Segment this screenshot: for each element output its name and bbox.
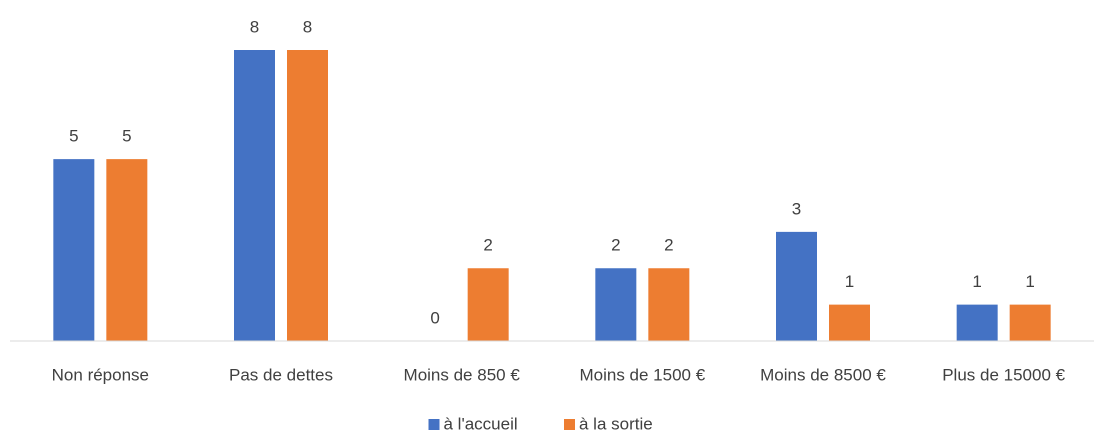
data-label: 8 — [303, 17, 312, 36]
bar — [648, 268, 690, 341]
x-tick-label: Moins de 1500 € — [579, 365, 705, 384]
bar — [53, 159, 95, 341]
legend-label: à la sortie — [579, 414, 653, 432]
data-label: 2 — [483, 236, 492, 255]
bar — [287, 50, 328, 341]
bar — [956, 304, 998, 341]
data-label: 0 — [430, 308, 439, 327]
bar — [595, 268, 637, 341]
x-tick-label: Moins de 8500 € — [760, 365, 886, 384]
bar — [776, 231, 817, 341]
bar — [829, 304, 870, 341]
bar — [1009, 304, 1051, 341]
legend-swatch — [428, 419, 440, 430]
bar — [467, 268, 509, 341]
data-label: 1 — [1025, 272, 1034, 291]
data-label: 5 — [69, 127, 78, 146]
data-label: 2 — [611, 236, 620, 255]
data-label: 5 — [122, 127, 131, 146]
x-tick-label: Moins de 850 € — [404, 365, 521, 384]
x-tick-label: Pas de dettes — [229, 365, 333, 384]
x-tick-label: Plus de 15000 € — [942, 365, 1065, 384]
bar — [106, 159, 148, 341]
legend-label: à l'accueil — [444, 414, 518, 432]
data-label: 2 — [664, 236, 673, 255]
x-tick-label: Non réponse — [52, 365, 149, 384]
data-label: 8 — [250, 17, 259, 36]
bar — [234, 50, 275, 341]
data-label: 1 — [845, 272, 854, 291]
data-label: 1 — [972, 272, 981, 291]
data-label: 3 — [792, 199, 801, 218]
legend-swatch — [564, 419, 575, 430]
